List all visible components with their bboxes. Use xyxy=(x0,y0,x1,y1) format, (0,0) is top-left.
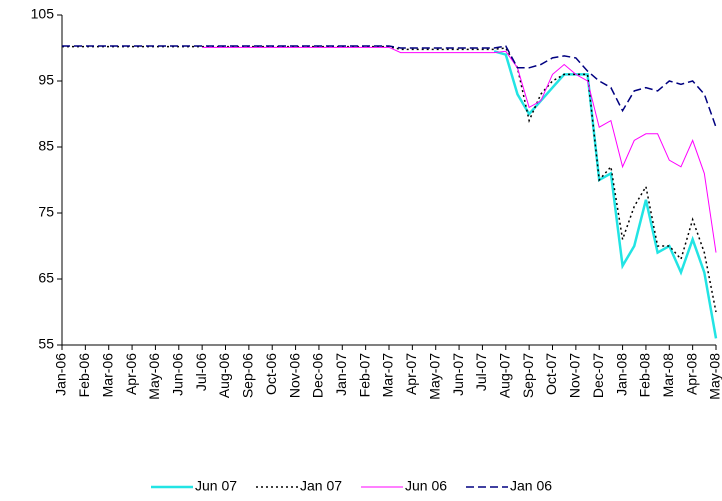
x-tick-label: Aug-06 xyxy=(216,353,232,398)
x-tick-label: Dec-06 xyxy=(310,353,326,398)
x-tick-label: Nov-06 xyxy=(286,353,302,398)
y-tick-label: 65 xyxy=(38,270,54,286)
x-tick-label: Feb-07 xyxy=(356,353,372,398)
x-tick-label: Apr-07 xyxy=(403,353,419,395)
series-line xyxy=(202,46,717,253)
y-tick-label: 75 xyxy=(38,204,54,220)
x-tick-label: Jun-07 xyxy=(450,353,466,396)
x-tick-label: May-07 xyxy=(426,353,442,400)
legend-label: Jan 07 xyxy=(300,478,342,494)
x-tick-label: Mar-06 xyxy=(99,353,115,398)
x-tick-label: Jan-07 xyxy=(333,353,349,396)
legend-label: Jun 06 xyxy=(405,478,447,494)
x-tick-label: Apr-08 xyxy=(683,353,699,395)
x-tick-label: Jun-06 xyxy=(169,353,185,396)
legend-label: Jun 07 xyxy=(195,478,237,494)
series-line xyxy=(493,50,718,339)
x-tick-label: Mar-07 xyxy=(380,353,396,398)
y-tick-label: 55 xyxy=(38,336,54,352)
x-tick-label: Sep-07 xyxy=(520,353,536,398)
x-tick-label: Aug-07 xyxy=(496,353,512,398)
legend-label: Jan 06 xyxy=(510,478,552,494)
x-tick-label: Jul-06 xyxy=(193,353,209,391)
x-tick-label: Mar-08 xyxy=(660,353,676,398)
x-tick-label: Oct-07 xyxy=(543,353,559,395)
x-tick-label: May-06 xyxy=(146,353,162,400)
x-tick-label: Apr-06 xyxy=(123,353,139,395)
y-tick-label: 95 xyxy=(38,72,54,88)
x-tick-label: Jan-08 xyxy=(613,353,629,396)
series-line xyxy=(62,45,717,128)
x-tick-label: May-08 xyxy=(707,353,722,400)
y-tick-label: 105 xyxy=(31,6,55,22)
x-tick-label: Dec-07 xyxy=(590,353,606,398)
x-tick-label: Feb-08 xyxy=(637,353,653,398)
x-tick-label: Sep-06 xyxy=(240,353,256,398)
x-tick-label: Nov-07 xyxy=(567,353,583,398)
x-tick-label: Jan-06 xyxy=(53,353,69,396)
x-tick-label: Jul-07 xyxy=(473,353,489,391)
y-tick-label: 85 xyxy=(38,138,54,154)
series-line xyxy=(62,45,717,313)
x-tick-label: Feb-06 xyxy=(76,353,92,398)
x-tick-label: Oct-06 xyxy=(263,353,279,395)
